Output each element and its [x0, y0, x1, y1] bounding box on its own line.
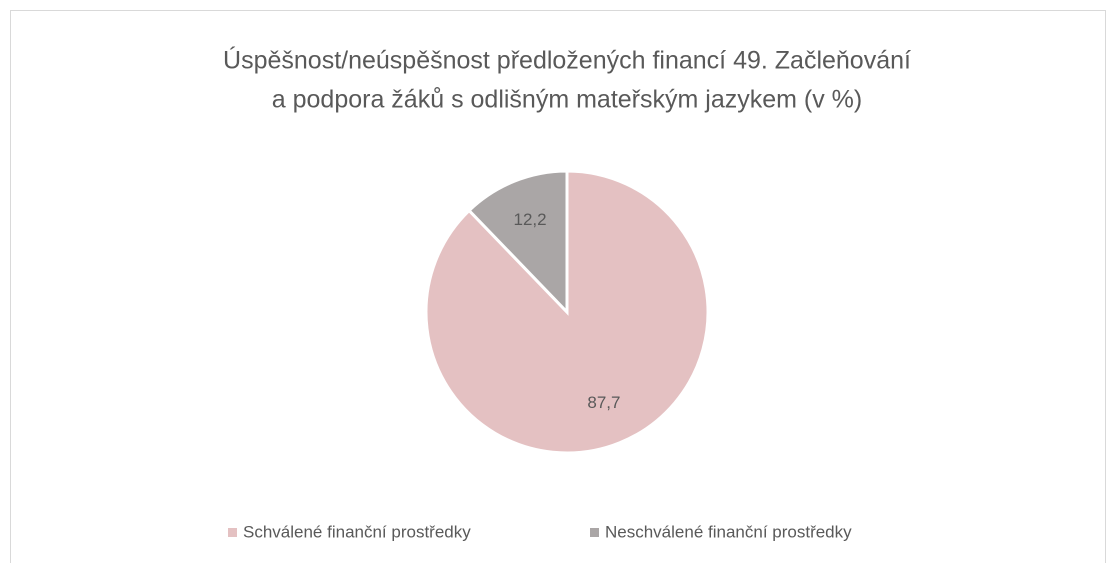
data-label: 87,7: [587, 393, 620, 412]
data-label: 12,2: [514, 210, 547, 229]
legend-label: Schválené finanční prostředky: [243, 522, 471, 541]
legend-swatch: [590, 528, 599, 537]
chart-title: Úspěšnost/neúspěšnost předložených finan…: [223, 46, 911, 75]
pie-slice: [466, 169, 569, 316]
legend-label: Neschválené finanční prostředky: [605, 522, 852, 541]
legend-swatch: [228, 528, 237, 537]
chart-title: a podpora žáků s odlišným mateřským jazy…: [272, 86, 862, 114]
